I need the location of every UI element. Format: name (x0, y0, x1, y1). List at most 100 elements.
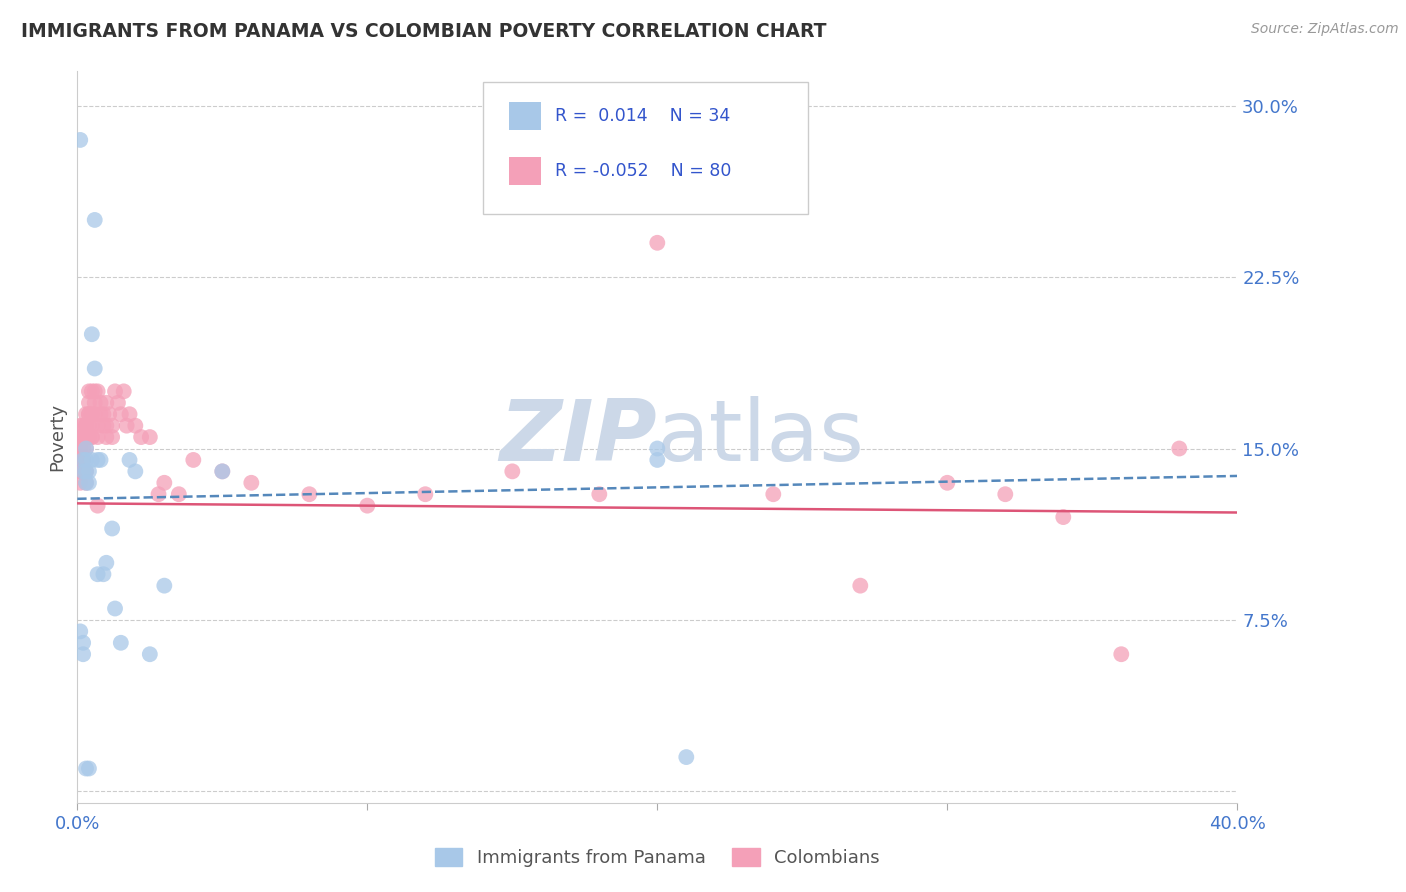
Point (93, 567, 115, 582)
Point (75, 430, 97, 444)
Point (647, 442, 669, 456)
Point (124, 464, 146, 478)
Point (86, 499, 108, 513)
Point (139, 647, 162, 661)
Point (69, 464, 91, 478)
Point (93, 418, 115, 433)
Point (77, 464, 100, 478)
Point (75, 475, 97, 490)
Point (77, 384, 100, 399)
Point (86, 567, 108, 582)
Point (75, 442, 97, 456)
Point (75, 418, 97, 433)
Point (98, 407, 121, 421)
Point (104, 601, 127, 615)
Text: R = -0.052    N = 80: R = -0.052 N = 80 (555, 161, 731, 180)
Point (167, 487, 190, 501)
Point (675, 750, 697, 764)
Point (96, 556, 118, 570)
Point (90, 453, 111, 467)
Point (413, 487, 436, 501)
Legend: Immigrants from Panama, Colombians: Immigrants from Panama, Colombians (427, 840, 887, 874)
Point (69, 430, 91, 444)
Point (80, 418, 103, 433)
Text: atlas: atlas (658, 395, 865, 479)
Point (72, 453, 94, 467)
Point (101, 418, 124, 433)
Point (153, 475, 176, 490)
Point (501, 464, 523, 478)
Point (298, 487, 321, 501)
Point (72, 430, 94, 444)
Point (647, 235, 669, 250)
Point (77, 396, 100, 410)
Point (75, 430, 97, 444)
Point (77, 475, 100, 490)
Point (1052, 510, 1074, 524)
Point (77, 418, 100, 433)
Point (124, 418, 146, 433)
Point (647, 453, 669, 467)
Point (69, 442, 91, 456)
Point (148, 487, 170, 501)
Point (101, 521, 124, 535)
Point (80, 430, 103, 444)
Point (1168, 442, 1191, 456)
Point (77, 407, 100, 421)
Point (69, 453, 91, 467)
Point (86, 418, 108, 433)
Text: Source: ZipAtlas.com: Source: ZipAtlas.com (1251, 22, 1399, 37)
Point (211, 464, 233, 478)
Point (72, 647, 94, 661)
Point (80, 430, 103, 444)
Point (83, 384, 105, 399)
Point (104, 384, 127, 399)
Point (83, 396, 105, 410)
Point (72, 430, 94, 444)
Point (80, 327, 103, 342)
Point (80, 453, 103, 467)
Point (93, 407, 115, 421)
Point (77, 430, 100, 444)
Point (86, 453, 108, 467)
Point (936, 475, 959, 490)
Point (83, 213, 105, 227)
Point (153, 579, 176, 593)
Point (129, 430, 152, 444)
FancyBboxPatch shape (484, 82, 808, 214)
Point (69, 453, 91, 467)
Point (588, 487, 610, 501)
Point (110, 407, 132, 421)
Point (110, 636, 132, 650)
Bar (509, 102, 541, 130)
Point (96, 430, 118, 444)
Point (118, 407, 141, 421)
Point (115, 418, 138, 433)
Point (112, 384, 135, 399)
Point (72, 636, 94, 650)
Point (75, 418, 97, 433)
Point (69, 442, 91, 456)
Point (83, 361, 105, 376)
Point (72, 453, 94, 467)
Text: ZIP: ZIP (499, 395, 658, 479)
Point (86, 430, 108, 444)
Point (75, 464, 97, 478)
Point (75, 762, 97, 776)
Point (994, 487, 1017, 501)
Point (80, 384, 103, 399)
Point (75, 464, 97, 478)
Text: R =  0.014    N = 34: R = 0.014 N = 34 (555, 107, 731, 125)
Point (83, 407, 105, 421)
Point (96, 418, 118, 433)
Point (118, 453, 141, 467)
Point (72, 442, 94, 456)
Point (86, 384, 108, 399)
Point (69, 418, 91, 433)
Point (101, 430, 124, 444)
Point (762, 487, 785, 501)
Point (75, 453, 97, 467)
Point (72, 464, 94, 478)
Point (75, 475, 97, 490)
Bar (509, 157, 541, 185)
